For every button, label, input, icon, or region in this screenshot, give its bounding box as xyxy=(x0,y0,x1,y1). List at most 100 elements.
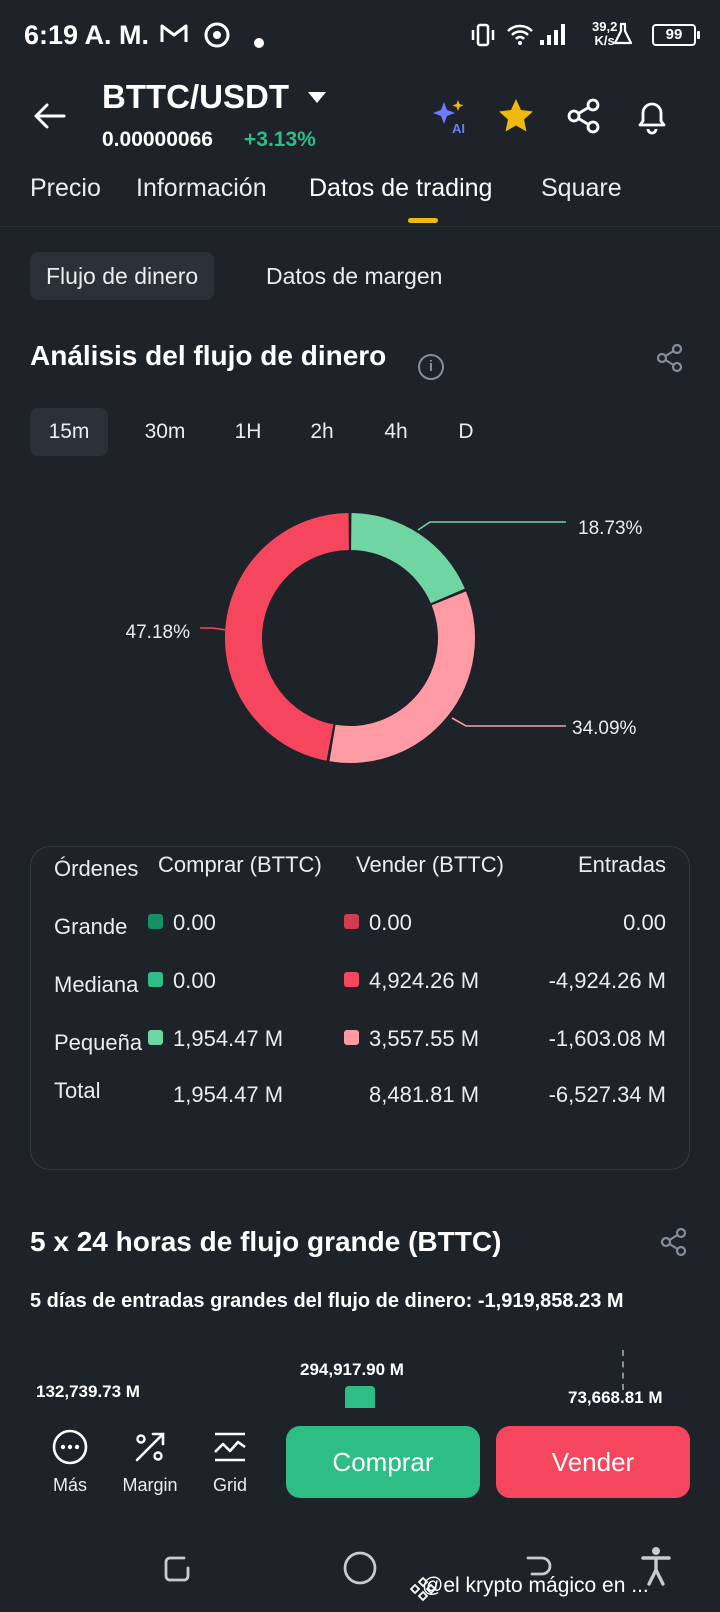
timeframe-4h[interactable]: 4h xyxy=(384,420,408,443)
more-button[interactable]: Más xyxy=(30,1428,110,1496)
legend-square xyxy=(148,972,163,987)
tab-square[interactable]: Square xyxy=(541,174,622,202)
bar-label-1: 132,739.73 M xyxy=(36,1382,140,1401)
donut-slice xyxy=(329,591,476,763)
vibrate-icon xyxy=(470,22,496,54)
flow-bar-2 xyxy=(345,1386,375,1410)
table-cell-buy: 1,954.47 M xyxy=(173,1082,284,1107)
donut-slice xyxy=(224,513,349,761)
bar-label-2: 294,917.90 M xyxy=(300,1360,404,1379)
legend-square xyxy=(344,972,359,987)
table-cell-buy: 0.00 xyxy=(148,968,216,994)
donut-label: 34.09% xyxy=(572,718,637,739)
large-flow-share-icon[interactable] xyxy=(658,1226,690,1258)
timeframe-d[interactable]: D xyxy=(458,420,474,443)
star-icon[interactable] xyxy=(496,96,536,136)
timeframe-2h[interactable]: 2h xyxy=(310,420,334,443)
subtab-datos-de-margen[interactable]: Datos de margen xyxy=(266,263,443,289)
arrow-left-icon xyxy=(34,103,66,129)
large-flow-title: 5 x 24 horas de flujo grande (BTTC) xyxy=(30,1226,502,1257)
signal-icon xyxy=(538,22,568,52)
tab-precio[interactable]: Precio xyxy=(30,174,101,202)
pair-change: +3.13% xyxy=(244,128,316,151)
legend-square xyxy=(148,914,163,929)
table-row-label: Grande xyxy=(54,914,128,939)
timeframe-1h[interactable]: 1H xyxy=(234,420,262,443)
notification-dot-icon xyxy=(254,28,264,54)
money-flow-share-icon[interactable] xyxy=(654,342,686,374)
watermark-text: @el krypto mágico en ... xyxy=(422,1574,649,1597)
system-nav-bar xyxy=(0,1528,720,1612)
wifi-icon xyxy=(506,22,534,52)
pair-title[interactable]: BTTC/USDT xyxy=(102,78,289,115)
gmail-icon xyxy=(160,22,188,52)
binance-logo-icon xyxy=(409,1576,437,1607)
net-speed: 39,2 K/s xyxy=(592,19,618,48)
tab-informacion[interactable]: Información xyxy=(136,174,267,202)
table-cell-sell: 4,924.26 M xyxy=(344,968,479,994)
donut-leader-line xyxy=(417,521,566,531)
active-tab-indicator xyxy=(408,218,438,223)
info-icon[interactable]: i xyxy=(418,354,444,380)
back-nav-icon xyxy=(526,1556,552,1576)
timeframe-15m[interactable]: 15m xyxy=(30,408,108,456)
donut-label: 18.73% xyxy=(578,518,643,539)
table-cell-inflow: 0.00 xyxy=(623,910,666,935)
legend-square xyxy=(344,914,359,929)
svg-text:AI: AI xyxy=(452,121,465,136)
table-header-ordenes: Órdenes xyxy=(54,856,139,881)
table-cell-sell: 0.00 xyxy=(344,910,412,936)
subtab-flujo-de-dinero[interactable]: Flujo de dinero xyxy=(30,252,215,300)
chrome-icon xyxy=(204,22,230,54)
donut-leader-line xyxy=(451,717,566,727)
status-time: 6:19 A. M. xyxy=(24,20,150,50)
accessibility-icon xyxy=(641,1547,671,1586)
table-cell-buy: 0.00 xyxy=(148,910,216,936)
table-cell-inflow: -1,603.08 M xyxy=(548,1026,666,1051)
tab-divider xyxy=(0,226,720,227)
table-cell-sell: 3,557.55 M xyxy=(344,1026,479,1052)
more-icon xyxy=(52,1429,88,1465)
donut-slice xyxy=(351,513,465,604)
table-cell-buy: 1,954.47 M xyxy=(148,1026,283,1052)
buy-button[interactable]: Comprar xyxy=(286,1426,480,1498)
table-row-label: Total xyxy=(54,1078,101,1103)
timeframe-30m[interactable]: 30m xyxy=(144,420,186,443)
home-circle-icon xyxy=(343,1551,377,1585)
battery-indicator: 99 xyxy=(652,24,700,46)
bell-icon[interactable] xyxy=(632,96,672,136)
pair-price: 0.00000066 xyxy=(102,128,213,151)
grid-button[interactable]: Grid xyxy=(190,1428,270,1496)
tab-datos-de-trading[interactable]: Datos de trading xyxy=(309,174,493,202)
share-icon[interactable] xyxy=(564,96,604,136)
table-row-label: Mediana xyxy=(54,972,139,997)
margin-button[interactable]: Margin xyxy=(110,1428,190,1496)
recent-apps-button[interactable] xyxy=(160,1552,194,1591)
legend-square xyxy=(148,1030,163,1045)
table-header-comprar: Comprar (BTTC) xyxy=(158,852,322,877)
table-row-label: Pequeña xyxy=(54,1030,143,1055)
large-flow-subtitle: 5 días de entradas grandes del flujo de … xyxy=(30,1290,624,1312)
recent-apps-icon xyxy=(164,1556,190,1582)
back-button[interactable] xyxy=(30,96,70,136)
back-nav-button[interactable] xyxy=(522,1552,556,1591)
flow-dashed-marker xyxy=(622,1350,624,1390)
margin-icon xyxy=(135,1432,165,1462)
accessibility-button[interactable] xyxy=(640,1546,672,1591)
table-header-entradas: Entradas xyxy=(577,852,666,877)
bar-label-3: 73,668.81 M xyxy=(568,1388,663,1407)
table-cell-inflow: -6,527.34 M xyxy=(548,1082,666,1107)
table-cell-inflow: -4,924.26 M xyxy=(548,968,666,993)
grid-icon xyxy=(214,1432,246,1462)
sell-button[interactable]: Vender xyxy=(496,1426,690,1498)
caret-down-icon[interactable] xyxy=(308,92,326,103)
home-button[interactable] xyxy=(342,1550,378,1591)
money-flow-title: Análisis del flujo de dinero xyxy=(30,340,387,371)
flask-icon xyxy=(612,22,634,52)
table-header-vender: Vender (BTTC) xyxy=(356,852,504,877)
donut-label: 47.18% xyxy=(126,622,191,643)
money-flow-donut-chart: 18.73% 34.09% 47.18% xyxy=(126,513,643,763)
table-cell-sell: 8,481.81 M xyxy=(369,1082,480,1107)
ai-sparkle-icon[interactable]: AI xyxy=(430,96,470,136)
donut-leader-line xyxy=(200,627,227,631)
